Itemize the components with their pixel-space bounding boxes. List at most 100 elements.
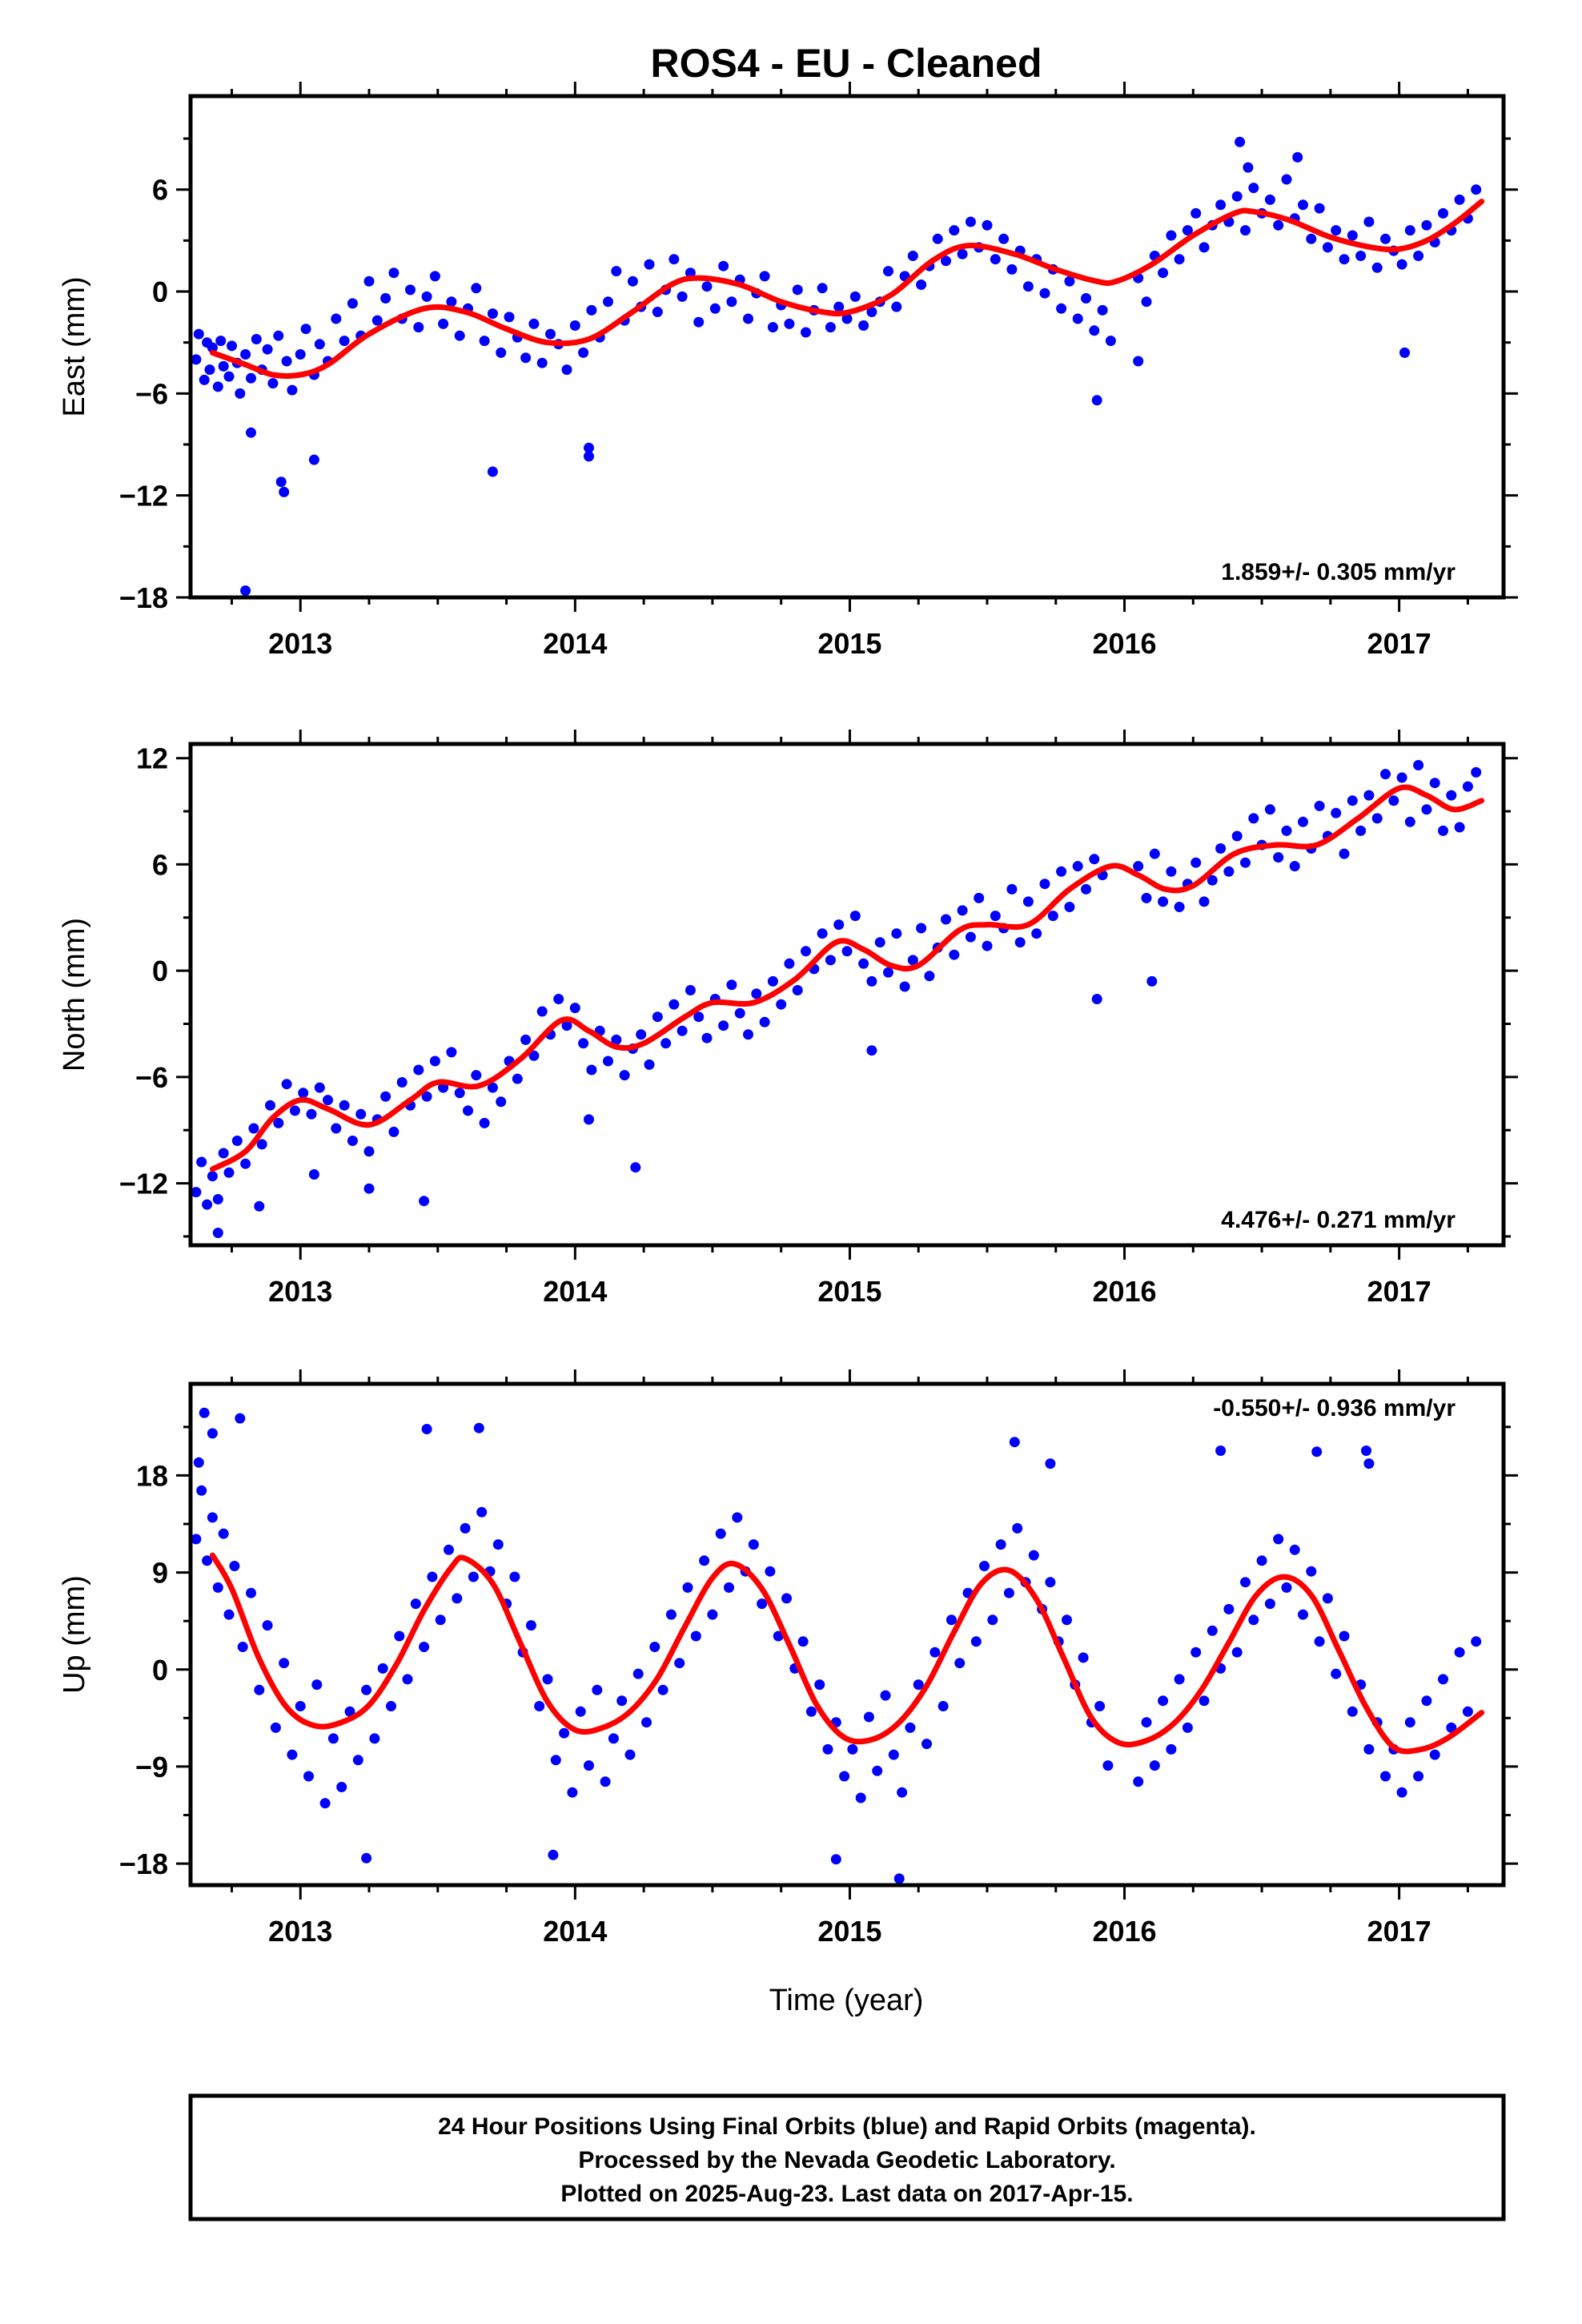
east-observation-point: [883, 266, 893, 277]
north-plot-frame: [188, 742, 1506, 1248]
up-observation-point: [207, 1512, 218, 1523]
east-observation-point: [240, 349, 251, 360]
up-observation-point: [336, 1782, 347, 1792]
x-axis-label: Time (year): [769, 1984, 924, 2017]
up-observation-point: [303, 1771, 314, 1782]
up-model-fit-line: [209, 1552, 1485, 1755]
up-observation-point: [797, 1636, 809, 1647]
east-observation-point: [569, 320, 580, 331]
up-rate-label: -0.550+/- 0.936 mm/yr: [1213, 1395, 1456, 1421]
east-observation-point: [454, 330, 465, 341]
north-observation-point: [212, 1194, 223, 1204]
up-observation-point: [1078, 1652, 1089, 1663]
east-observation-point: [193, 328, 204, 340]
up-observation-point: [369, 1733, 380, 1744]
north-observation-point: [1223, 866, 1235, 877]
north-observation-point: [298, 1088, 309, 1099]
up-observation-point: [410, 1598, 421, 1610]
north-observation-point: [1371, 813, 1383, 824]
north-observation-point: [965, 931, 976, 943]
north-observation-point: [1064, 902, 1075, 912]
up-observation-point: [1207, 1625, 1218, 1636]
east-observation-point: [246, 372, 256, 384]
up-observation-point: [1191, 1647, 1202, 1658]
north-observation-point: [899, 981, 910, 992]
east-observation-point: [218, 360, 229, 372]
east-observation-point: [982, 219, 993, 231]
east-observation-point: [693, 316, 705, 328]
east-observation-point: [1097, 304, 1108, 316]
east-observation-point: [627, 275, 638, 287]
east-observation-point: [584, 442, 594, 453]
north-observation-point: [866, 1045, 877, 1056]
north-observation-point: [339, 1100, 350, 1111]
north-observation-point: [202, 1199, 213, 1210]
east-observation-point: [1471, 184, 1482, 195]
east-x-tick-label: 2014: [543, 627, 607, 660]
east-y-tick-label: −6: [135, 377, 168, 410]
north-observation-point: [1133, 861, 1144, 872]
chart-title: ROS4 - EU - Cleaned: [651, 41, 1042, 86]
north-observation-point: [652, 1011, 663, 1023]
up-observation-point: [1363, 1458, 1375, 1470]
up-x-tick-label: 2015: [817, 1915, 881, 1948]
up-observation-point: [855, 1792, 866, 1803]
up-observation-point: [1314, 1636, 1325, 1647]
east-observation-point: [1022, 281, 1034, 292]
north-observation-point: [1039, 879, 1050, 890]
up-observation-point: [319, 1798, 331, 1809]
north-observation-point: [1413, 760, 1424, 770]
east-y-tick-label: −18: [119, 581, 168, 614]
east-observation-point: [331, 313, 342, 324]
up-observation-point: [880, 1690, 891, 1701]
up-x-tick-label: 2017: [1367, 1915, 1431, 1948]
north-observation-point: [512, 1073, 523, 1084]
north-x-tick-label: 2016: [1092, 1275, 1156, 1308]
east-observation-point: [1191, 207, 1202, 219]
up-observation-point: [987, 1614, 998, 1626]
north-observation-point: [1438, 825, 1448, 836]
east-observation-point: [536, 357, 548, 368]
up-observation-point: [492, 1539, 504, 1550]
north-observation-point: [273, 1117, 284, 1128]
north-y-tick-label: 0: [152, 955, 168, 987]
up-observation-point: [930, 1647, 941, 1658]
east-y-tick-label: −12: [119, 480, 168, 513]
north-observation-point: [396, 1077, 408, 1088]
east-observation-point: [421, 291, 432, 302]
up-observation-point: [196, 1485, 207, 1496]
up-observation-point: [707, 1609, 718, 1620]
up-observation-point: [1421, 1695, 1432, 1707]
east-observation-point: [1314, 203, 1325, 214]
up-observation-point: [1273, 1534, 1284, 1545]
north-observation-point: [941, 914, 951, 925]
east-observation-point: [965, 216, 976, 227]
up-observation-point: [1045, 1577, 1056, 1588]
up-observation-point: [279, 1658, 290, 1669]
east-observation-point: [726, 296, 737, 308]
north-observation-point: [1215, 843, 1227, 854]
east-observation-point: [1182, 225, 1193, 236]
north-observation-point: [630, 1162, 641, 1173]
north-observation-point: [191, 1187, 202, 1198]
east-observation-point: [487, 308, 498, 320]
north-observation-point: [833, 919, 845, 931]
up-observation-point: [805, 1706, 817, 1717]
north-observation-point: [487, 1082, 498, 1093]
north-observation-point: [784, 958, 795, 969]
east-observation-point: [586, 304, 597, 316]
up-observation-point: [1331, 1668, 1342, 1679]
east-observation-point: [709, 303, 721, 314]
east-y-tick-label: 6: [152, 174, 168, 207]
east-observation-point: [1380, 233, 1391, 244]
up-observations: [191, 1407, 1482, 1884]
up-observation-point: [1149, 1760, 1160, 1771]
up-observation-point: [1062, 1614, 1072, 1626]
east-observation-point: [1231, 191, 1243, 202]
north-observation-point: [413, 1064, 424, 1076]
up-x-tick-label: 2016: [1092, 1915, 1156, 1948]
up-observation-point: [352, 1755, 363, 1766]
up-observation-point: [839, 1771, 850, 1782]
north-observation-point: [231, 1136, 243, 1146]
